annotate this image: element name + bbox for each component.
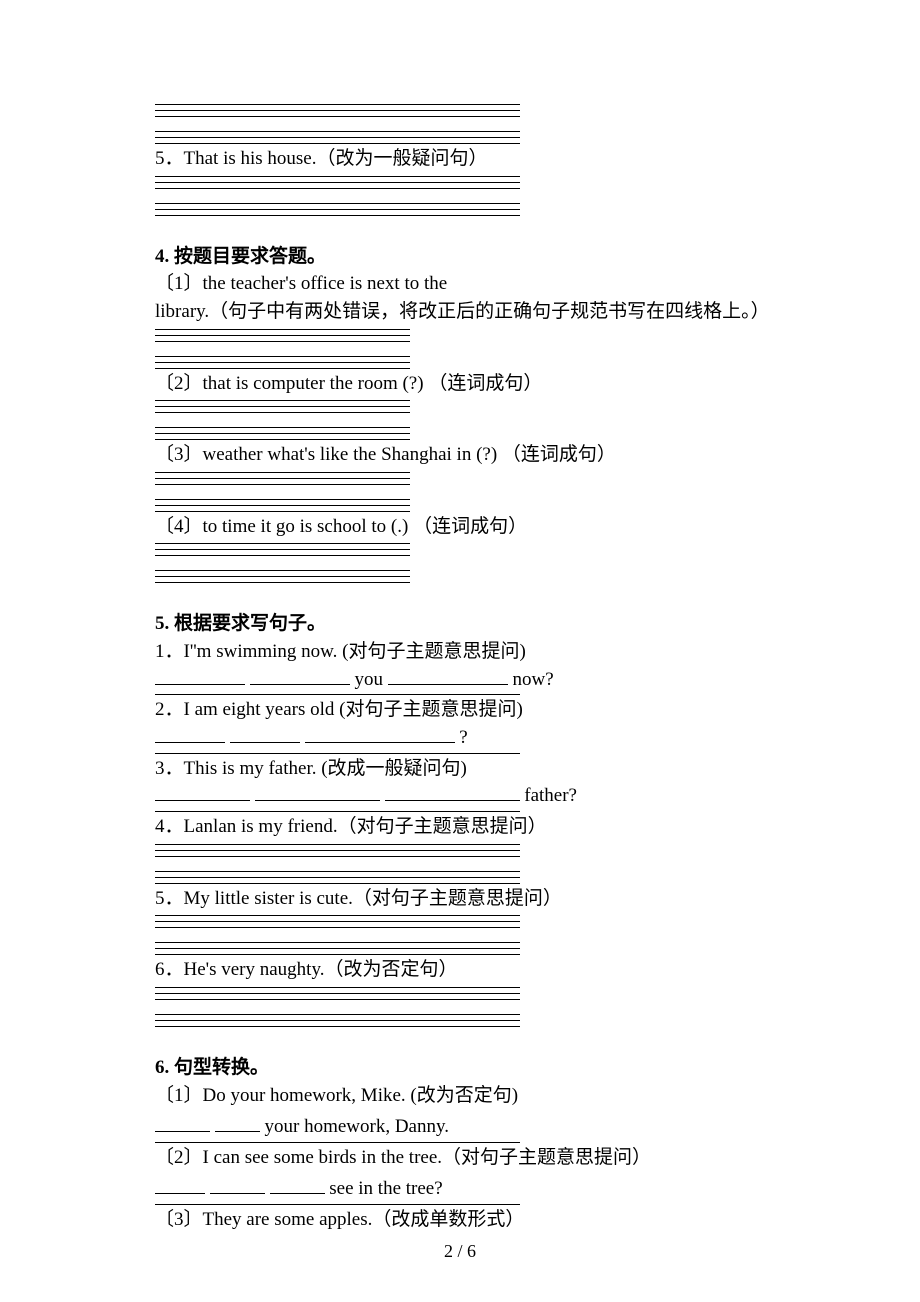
- answer-lines: [155, 176, 765, 189]
- answer-line: your homework, Danny.: [155, 1114, 765, 1140]
- text: now?: [513, 669, 554, 690]
- blank[interactable]: [250, 684, 350, 685]
- answer-lines: [155, 987, 765, 1000]
- question-item: 〔3〕They are some apples.（改成单数形式）: [155, 1207, 765, 1233]
- answer-lines: [155, 104, 765, 117]
- answer-lines: [155, 570, 765, 583]
- question-item: 〔2〕that is computer the room (?) （连词成句）: [155, 371, 765, 397]
- text: your homework, Danny.: [265, 1116, 450, 1137]
- blank[interactable]: [305, 742, 455, 743]
- text: see in the tree?: [329, 1178, 442, 1199]
- content: 5．That is his house.（改为一般疑问句） 4. 按题目要求答题…: [155, 104, 765, 1233]
- question-item: 〔3〕weather what's like the Shanghai in (…: [155, 442, 765, 468]
- blank[interactable]: [155, 1131, 210, 1132]
- blank[interactable]: [385, 800, 520, 801]
- answer-lines: [155, 844, 765, 857]
- question-item: 〔1〕Do your homework, Mike. (改为否定句): [155, 1083, 765, 1109]
- section-title-5: 5. 根据要求写句子。: [155, 611, 765, 637]
- question-item: 3．This is my father. (改成一般疑问句): [155, 756, 765, 782]
- question-item: 5．That is his house.（改为一般疑问句）: [155, 146, 765, 172]
- blank[interactable]: [270, 1193, 325, 1194]
- text: father?: [524, 785, 577, 806]
- divider-line: [155, 811, 520, 812]
- answer-lines: [155, 472, 765, 485]
- answer-lines: [155, 329, 765, 342]
- answer-lines: [155, 427, 765, 440]
- question-item: 2．I am eight years old (对句子主题意思提问): [155, 697, 765, 723]
- text: ?: [459, 727, 467, 748]
- answer-lines: [155, 871, 765, 884]
- blank[interactable]: [155, 742, 225, 743]
- question-item: 4．Lanlan is my friend.（对句子主题意思提问）: [155, 814, 765, 840]
- answer-lines: [155, 942, 765, 955]
- question-item: library.（句子中有两处错误，将改正后的正确句子规范书写在四线格上。）: [155, 299, 765, 325]
- answer-line: ?: [155, 725, 765, 751]
- answer-lines: [155, 203, 765, 216]
- answer-line: father?: [155, 783, 765, 809]
- divider-line: [155, 694, 520, 695]
- page: 5．That is his house.（改为一般疑问句） 4. 按题目要求答题…: [0, 0, 920, 1302]
- answer-line: you now?: [155, 667, 765, 693]
- answer-lines: [155, 915, 765, 928]
- blank[interactable]: [155, 1193, 205, 1194]
- blank[interactable]: [155, 800, 250, 801]
- text: you: [355, 669, 388, 690]
- blank[interactable]: [215, 1131, 260, 1132]
- answer-lines: [155, 131, 765, 144]
- answer-lines: [155, 356, 765, 369]
- blank[interactable]: [210, 1193, 265, 1194]
- divider-line: [155, 1204, 520, 1205]
- section-title-4: 4. 按题目要求答题。: [155, 244, 765, 270]
- question-item: 6．He's very naughty.（改为否定句）: [155, 957, 765, 983]
- blank[interactable]: [388, 684, 508, 685]
- question-item: 〔1〕the teacher's office is next to the: [155, 271, 765, 297]
- answer-lines: [155, 543, 765, 556]
- divider-line: [155, 753, 520, 754]
- blank[interactable]: [255, 800, 380, 801]
- divider-line: [155, 1142, 520, 1143]
- question-item: 1．I''m swimming now. (对句子主题意思提问): [155, 639, 765, 665]
- answer-line: see in the tree?: [155, 1176, 765, 1202]
- blank[interactable]: [230, 742, 300, 743]
- question-item: 5．My little sister is cute.（对句子主题意思提问）: [155, 886, 765, 912]
- answer-lines: [155, 400, 765, 413]
- answer-lines: [155, 1014, 765, 1027]
- section-title-6: 6. 句型转换。: [155, 1055, 765, 1081]
- question-item: 〔2〕I can see some birds in the tree.（对句子…: [155, 1145, 765, 1171]
- blank[interactable]: [155, 684, 245, 685]
- answer-lines: [155, 499, 765, 512]
- page-number: 2 / 6: [0, 1241, 920, 1262]
- question-item: 〔4〕to time it go is school to (.) （连词成句）: [155, 514, 765, 540]
